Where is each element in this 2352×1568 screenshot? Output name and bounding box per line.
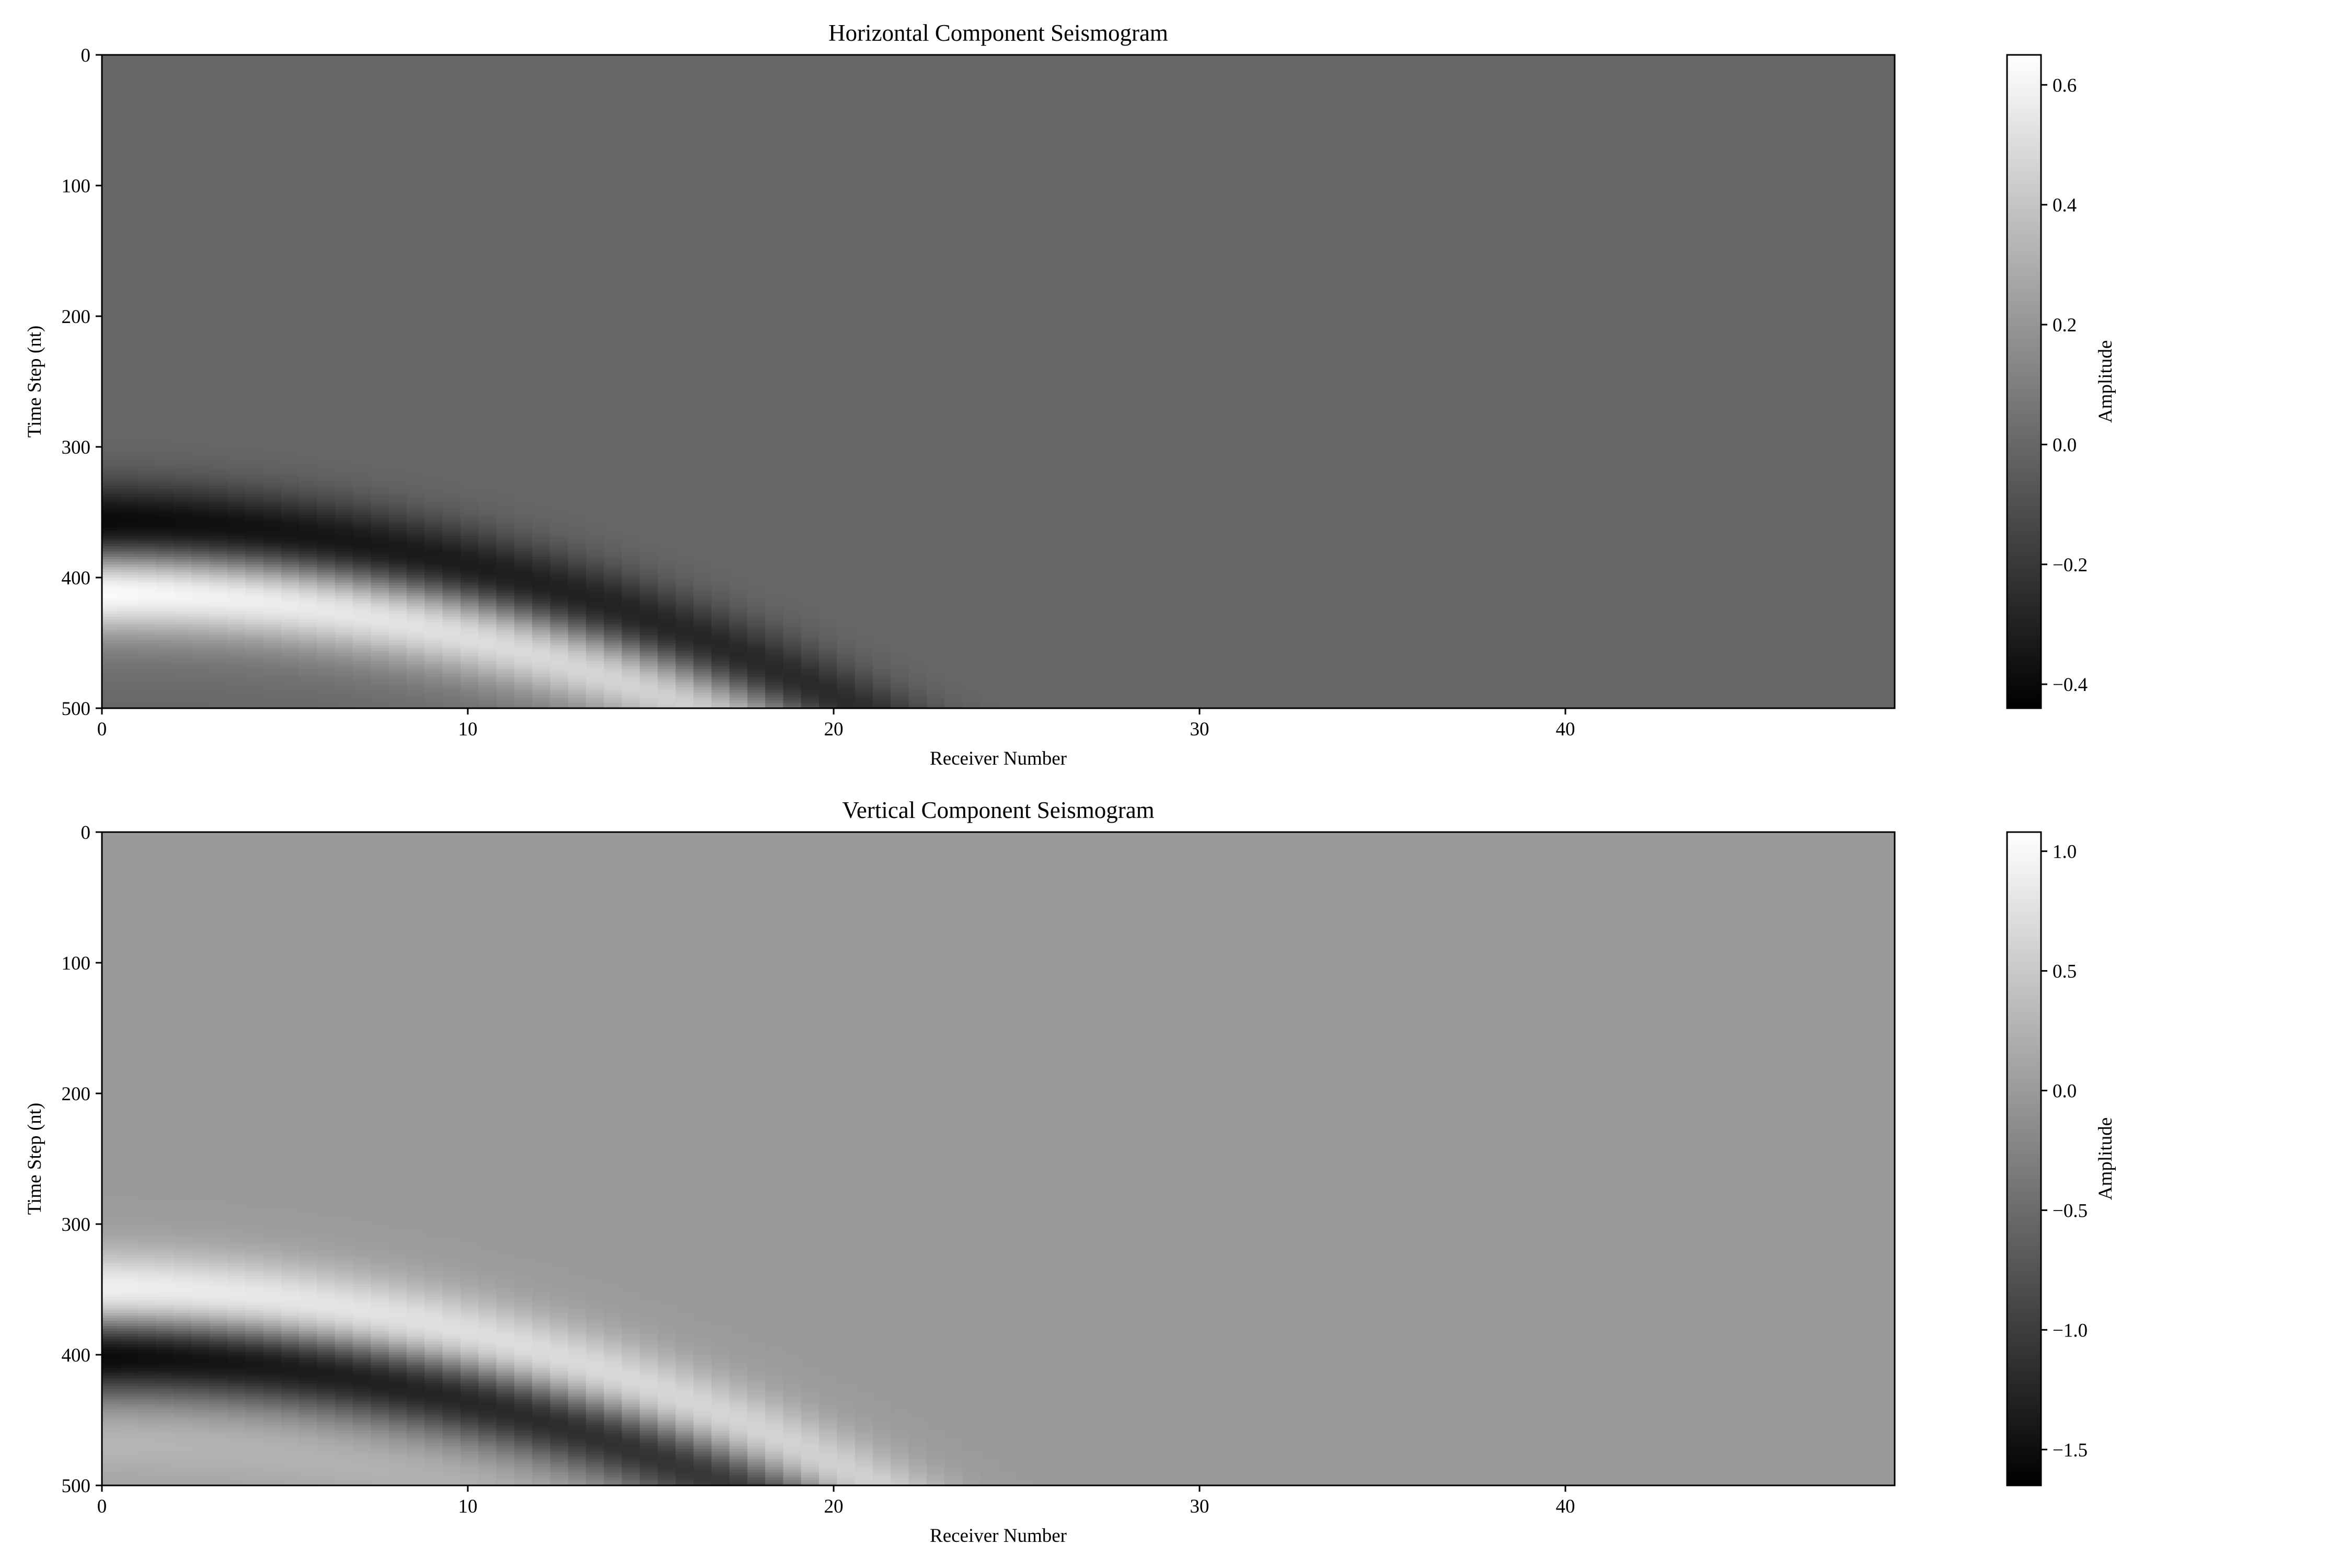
y-tick-label: 300 (62, 437, 91, 458)
y-tick-label: 500 (62, 698, 91, 720)
seismogram-image (102, 55, 1895, 709)
x-tick-label: 0 (97, 719, 107, 740)
colorbar-tick-label: 1.0 (2053, 841, 2077, 863)
seismogram-image (102, 832, 1895, 1486)
y-tick-label: 400 (62, 568, 91, 589)
x-axis-label: Receiver Number (930, 748, 1067, 769)
y-tick-label: 400 (62, 1345, 91, 1366)
colorbar-tick-label: 0.6 (2053, 75, 2077, 96)
x-tick-label: 10 (458, 1496, 478, 1517)
vertical-seismogram-panel: Vertical Component Seismogram 0 10 20 30 40 … (24, 797, 2116, 1547)
colorbar-tick-label: −1.0 (2053, 1320, 2088, 1341)
x-tick-label: 20 (824, 719, 844, 740)
colorbar-tick-label: 0.0 (2053, 434, 2077, 456)
y-axis-label: Time Step (nt) (24, 1103, 45, 1215)
horizontal-seismogram-panel: Horizontal Component Seismogram 0 10 20 30 4… (24, 20, 2116, 769)
x-tick-label: 0 (97, 1496, 107, 1517)
y-axis-label: Time Step (nt) (24, 326, 45, 437)
x-tick-label: 10 (458, 719, 478, 740)
y-tick-label: 200 (62, 306, 91, 328)
x-tick-label: 40 (1556, 719, 1575, 740)
y-tick-label: 0 (81, 45, 91, 66)
colorbar-tick-label: 0.0 (2053, 1081, 2077, 1102)
y-tick-label: 100 (62, 176, 91, 197)
y-tick-label: 200 (62, 1083, 91, 1105)
colorbar-tick-label: −0.5 (2053, 1200, 2088, 1221)
colorbar-tick-label: −0.2 (2053, 555, 2088, 576)
colorbar-tick-label: −1.5 (2053, 1439, 2088, 1461)
y-tick-label: 100 (62, 953, 91, 974)
y-tick-label: 300 (62, 1214, 91, 1236)
x-tick-label: 20 (824, 1496, 844, 1517)
x-tick-label: 40 (1556, 1496, 1575, 1517)
chart-title: Vertical Component Seismogram (842, 797, 1154, 823)
colorbar-label: Amplitude (2095, 340, 2116, 423)
colorbar-tick-label: 0.2 (2053, 315, 2077, 336)
chart-title: Horizontal Component Seismogram (828, 20, 1168, 46)
y-tick-label: 500 (62, 1475, 91, 1497)
x-tick-label: 30 (1190, 719, 1209, 740)
colorbar-tick-label: 0.4 (2053, 195, 2077, 216)
y-tick-label: 0 (81, 822, 91, 844)
colorbar-tick-label: 0.5 (2053, 961, 2077, 983)
colorbar-tick-label: −0.4 (2053, 674, 2088, 696)
x-axis-label: Receiver Number (930, 1525, 1067, 1547)
x-tick-label: 30 (1190, 1496, 1209, 1517)
colorbar-label: Amplitude (2095, 1117, 2116, 1200)
